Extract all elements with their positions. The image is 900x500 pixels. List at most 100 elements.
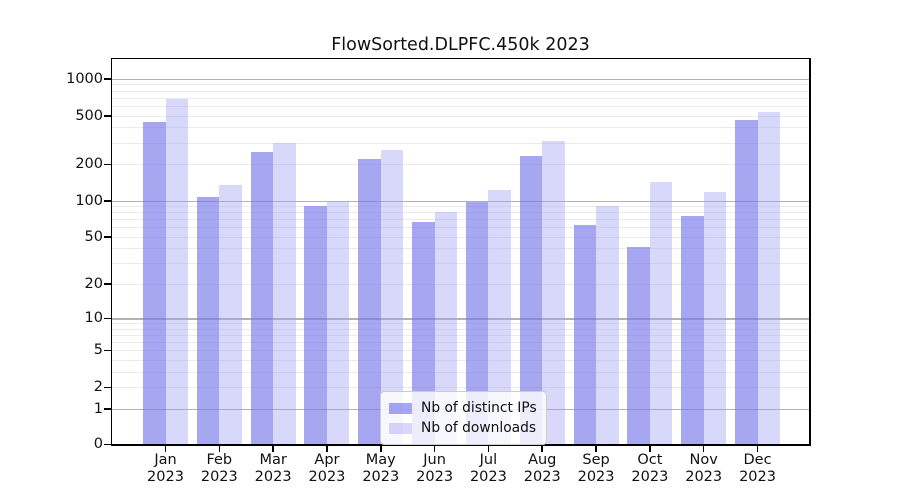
minor-gridline-7 [112, 335, 809, 337]
downloads-color-swatch [389, 422, 412, 434]
x-tick-label-oct: Oct 2023 [631, 452, 669, 485]
bar-dec-ips [735, 120, 758, 444]
y-tick-mark-5 [104, 349, 111, 352]
x-tick-label-dec: Dec 2023 [739, 452, 776, 485]
y-tick-label-20: 20 [84, 275, 103, 292]
y-tick-label-0: 0 [93, 436, 103, 452]
minor-gridline-60 [112, 227, 809, 229]
x-tick-mark-feb [218, 445, 221, 452]
bar-apr-ips [304, 206, 327, 444]
x-tick-mark-sep [595, 445, 597, 452]
bar-jan-ips [143, 121, 166, 444]
y-tick-mark-500 [104, 115, 111, 117]
minor-gridline-500 [112, 115, 809, 117]
y-tick-mark-20 [104, 283, 111, 285]
y-tick-label-5: 5 [93, 342, 103, 359]
y-tick-mark-10 [104, 317, 111, 320]
minor-gridline-200 [112, 164, 809, 166]
minor-gridline-70 [112, 219, 809, 221]
y-tick-mark-1000 [104, 78, 111, 80]
x-tick-mark-oct [649, 445, 651, 452]
x-tick-label-sep: Sep 2023 [577, 452, 615, 485]
bar-dec-downloads [757, 112, 781, 444]
minor-gridline-8 [112, 328, 809, 330]
legend-item-distinct-ips: Nb of distinct IPs [389, 398, 537, 418]
y-tick-label-500: 500 [75, 107, 103, 124]
y-tick-mark-50 [104, 236, 111, 238]
ips-color-swatch [389, 402, 412, 414]
x-tick-label-jun: Jun 2023 [416, 452, 454, 485]
major-gridline-100 [112, 200, 809, 202]
minor-gridline-6 [112, 342, 809, 344]
y-tick-label-10: 10 [84, 310, 103, 327]
minor-gridline-400 [112, 127, 809, 129]
y-tick-label-200: 200 [75, 156, 103, 173]
chart-title: FlowSorted.DLPFC.450k 2023 [331, 35, 590, 55]
legend-label-ips: Nb of distinct IPs [421, 400, 537, 416]
y-tick-mark-0 [104, 443, 111, 445]
top-spine [111, 57, 810, 59]
y-tick-mark-2 [104, 386, 111, 389]
x-tick-label-nov: Nov 2023 [685, 452, 723, 485]
bar-feb-ips [196, 196, 220, 444]
bar-feb-downloads [219, 184, 242, 444]
x-tick-mark-dec [756, 445, 759, 452]
minor-gridline-50 [112, 236, 809, 238]
x-tick-mark-nov [702, 445, 705, 452]
x-tick-mark-jan [164, 445, 167, 452]
x-tick-label-aug: Aug 2023 [523, 452, 561, 485]
x-tick-mark-apr [326, 445, 328, 452]
x-tick-label-mar: Mar 2023 [254, 452, 292, 485]
bar-nov-ips [681, 215, 704, 444]
legend-item-downloads: Nb of downloads [389, 418, 537, 438]
x-tick-mark-aug [541, 445, 543, 452]
minor-gridline-90 [112, 206, 809, 208]
bar-jun-downloads [434, 211, 458, 444]
bar-mar-downloads [273, 142, 296, 444]
y-axis-line [110, 57, 112, 446]
bar-oct-ips [627, 247, 650, 444]
minor-gridline-700 [112, 97, 809, 99]
minor-gridline-3 [112, 371, 809, 373]
minor-gridline-30 [112, 263, 809, 265]
minor-gridline-80 [112, 212, 809, 214]
bar-jul-downloads [488, 189, 511, 444]
y-tick-mark-1 [104, 408, 111, 410]
x-tick-mark-mar [272, 445, 274, 452]
y-tick-label-1000: 1000 [66, 70, 103, 87]
bar-jan-downloads [165, 98, 188, 444]
x-tick-mark-may [380, 445, 382, 452]
bar-may-ips [358, 159, 381, 444]
minor-gridline-300 [112, 142, 809, 144]
minor-gridline-2 [112, 387, 809, 389]
major-gridline-1000 [112, 78, 809, 81]
bar-nov-downloads [703, 191, 727, 444]
y-tick-mark-100 [104, 200, 111, 202]
bar-aug-ips [519, 155, 543, 444]
x-tick-label-jul: Jul 2023 [469, 452, 507, 485]
legend-label-downloads: Nb of downloads [421, 420, 537, 436]
x-tick-label-jan: Jan 2023 [147, 452, 184, 485]
major-gridline-10 [112, 318, 809, 320]
minor-gridline-40 [112, 248, 809, 250]
bar-aug-downloads [542, 140, 565, 444]
y-tick-mark-200 [104, 163, 111, 166]
x-tick-mark-jul [487, 445, 490, 452]
bar-sep-downloads [596, 206, 619, 444]
plot-area: Nb of distinct IPs Nb of downloads [110, 57, 811, 446]
y-tick-label-2: 2 [93, 379, 103, 396]
bar-may-downloads [380, 149, 404, 444]
minor-gridline-4 [112, 360, 809, 362]
y-tick-label-50: 50 [84, 228, 103, 245]
x-tick-mark-jun [433, 445, 436, 452]
bar-mar-ips [250, 151, 274, 444]
minor-gridline-600 [112, 105, 809, 107]
legend: Nb of distinct IPs Nb of downloads [380, 391, 547, 445]
minor-gridline-800 [112, 90, 809, 92]
y-tick-label-100: 100 [75, 192, 103, 209]
bar-jul-ips [465, 202, 489, 444]
right-spine [809, 57, 811, 446]
x-tick-label-may: May 2023 [362, 452, 400, 485]
x-tick-label-feb: Feb 2023 [200, 452, 238, 485]
minor-gridline-9 [112, 323, 809, 325]
